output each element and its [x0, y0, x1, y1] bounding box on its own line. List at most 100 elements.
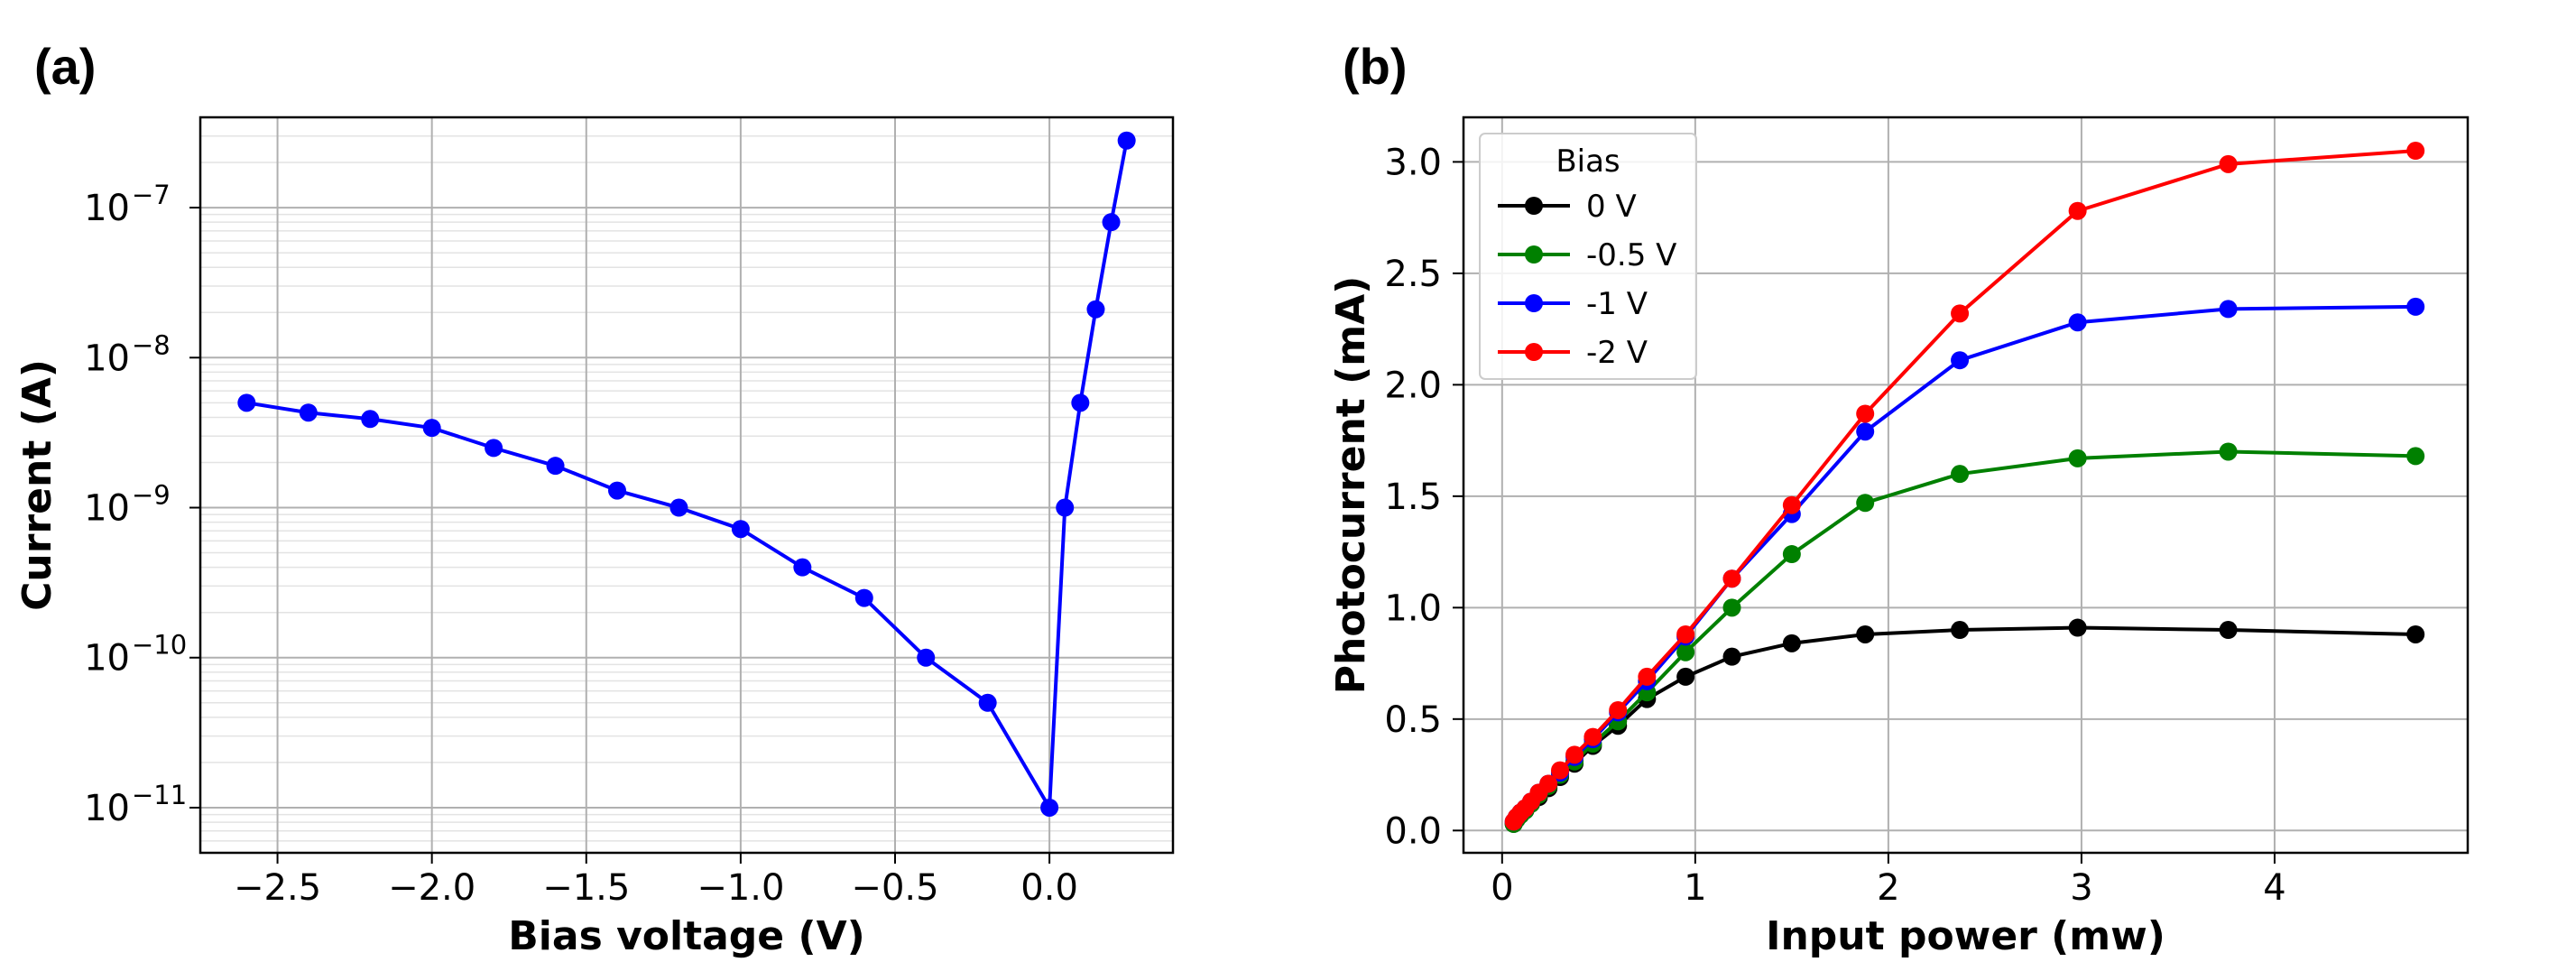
data-point — [2068, 313, 2087, 332]
y-tick-base: 10 — [84, 788, 130, 829]
data-point — [361, 410, 380, 429]
data-point — [978, 693, 997, 712]
y-tick-label: 10 — [84, 188, 130, 229]
data-point — [1056, 498, 1075, 517]
legend-marker — [1525, 245, 1543, 264]
data-point — [1722, 598, 1741, 617]
y-tick-exponent: −7 — [132, 180, 171, 210]
data-point — [1856, 494, 1875, 513]
y-axis-label: Photocurrent (mA) — [1328, 276, 1374, 695]
x-tick-label: −2.5 — [234, 867, 321, 909]
y-tick-exponent: −11 — [132, 780, 187, 810]
y-tick-base: 10 — [84, 188, 130, 229]
data-point — [854, 588, 873, 607]
data-point — [1102, 213, 1121, 232]
x-axis-label: Input power (mw) — [1766, 913, 2165, 959]
y-tick-base: 10 — [84, 488, 130, 530]
data-point — [1951, 621, 1970, 640]
y-tick-exponent: −9 — [132, 480, 171, 511]
data-point — [1609, 700, 1628, 719]
legend: Bias 0 V -0.5 V -1 V -2 V — [1479, 133, 1697, 380]
data-point — [2406, 297, 2425, 316]
data-point — [793, 558, 812, 577]
data-point — [2068, 449, 2087, 467]
legend-marker — [1525, 197, 1543, 215]
data-point — [1638, 667, 1657, 686]
plot-frame — [199, 116, 1175, 855]
legend-marker — [1525, 343, 1543, 361]
data-point — [1856, 422, 1875, 441]
data-point — [1782, 495, 1801, 514]
series-line-0 — [1511, 625, 2416, 825]
legend-entry: -1 V — [1586, 286, 1648, 322]
x-tick-label: −1.0 — [697, 867, 784, 909]
panel-a-label: (a) — [34, 38, 96, 95]
data-point — [2219, 300, 2238, 319]
y-tick-label: 3.0 — [1384, 142, 1442, 183]
y-tick-exponent: −8 — [132, 329, 171, 360]
data-point — [1071, 393, 1090, 412]
data-point — [608, 481, 626, 500]
y-tick-base: 10 — [84, 338, 130, 379]
x-tick-label: 2 — [1877, 867, 1899, 909]
data-point — [1565, 745, 1584, 764]
x-tick-label: −2.0 — [388, 867, 475, 909]
data-point — [1782, 634, 1801, 652]
x-tick-label: 1 — [1684, 867, 1706, 909]
data-point — [2219, 442, 2238, 461]
y-tick-exponent: −10 — [132, 630, 187, 661]
data-point — [2219, 621, 2238, 640]
y-tick-label: 10 — [84, 338, 130, 379]
legend-entry: 0 V — [1586, 189, 1637, 225]
data-point — [485, 439, 503, 458]
y-tick-label: 10 — [84, 488, 130, 530]
data-point — [2406, 624, 2425, 643]
data-point — [1551, 761, 1570, 780]
data-point — [1117, 131, 1136, 150]
legend-entry: -2 V — [1586, 335, 1648, 371]
x-tick-label: 3 — [2070, 867, 2092, 909]
data-point — [237, 393, 256, 412]
data-point — [1856, 624, 1875, 643]
legend-entry: -0.5 V — [1586, 237, 1676, 273]
data-point — [1782, 545, 1801, 564]
data-point — [1676, 667, 1695, 686]
data-point — [1951, 465, 1970, 484]
data-point — [1040, 798, 1059, 817]
series-line-1 — [1511, 449, 2416, 825]
data-point — [2068, 618, 2087, 637]
x-axis-label: Bias voltage (V) — [508, 913, 864, 959]
chart-b-photocurrent-vs-power: 0 1 2 3 4 0.0 0.5 1.0 1.5 2.0 2.5 3.0 Bias 0 V -0.5 V -… — [1328, 116, 2470, 959]
y-axis-label: Current (A) — [14, 359, 60, 611]
x-tick-label: 0 — [1491, 867, 1513, 909]
y-tick-base: 10 — [84, 638, 130, 680]
y-tick-label: 10 — [84, 638, 130, 680]
data-point — [1951, 351, 1970, 370]
data-point — [731, 520, 750, 539]
legend-title: Bias — [1556, 143, 1620, 180]
data-point — [2406, 142, 2425, 161]
y-tick-label: 2.5 — [1384, 254, 1442, 295]
data-point — [1539, 774, 1558, 793]
data-point — [1583, 727, 1602, 746]
data-point — [2068, 201, 2087, 220]
panel-b-label: (b) — [1343, 38, 1408, 95]
data-point — [2406, 447, 2425, 466]
data-point — [1722, 647, 1741, 666]
y-tick-label: 10 — [84, 788, 130, 829]
data-point — [1951, 304, 1970, 323]
y-tick-label: 0.0 — [1384, 810, 1442, 852]
x-tick-label: 0.0 — [1020, 867, 1078, 909]
data-point — [1086, 300, 1105, 319]
data-point — [1722, 569, 1741, 588]
legend-box — [1479, 133, 1697, 380]
data-point — [1856, 404, 1875, 423]
data-point — [2219, 154, 2238, 173]
data-point — [1676, 643, 1695, 661]
data-point — [422, 419, 441, 438]
data-point — [1676, 624, 1695, 643]
x-tick-label: −1.5 — [542, 867, 630, 909]
y-tick-label: 0.5 — [1384, 699, 1442, 741]
